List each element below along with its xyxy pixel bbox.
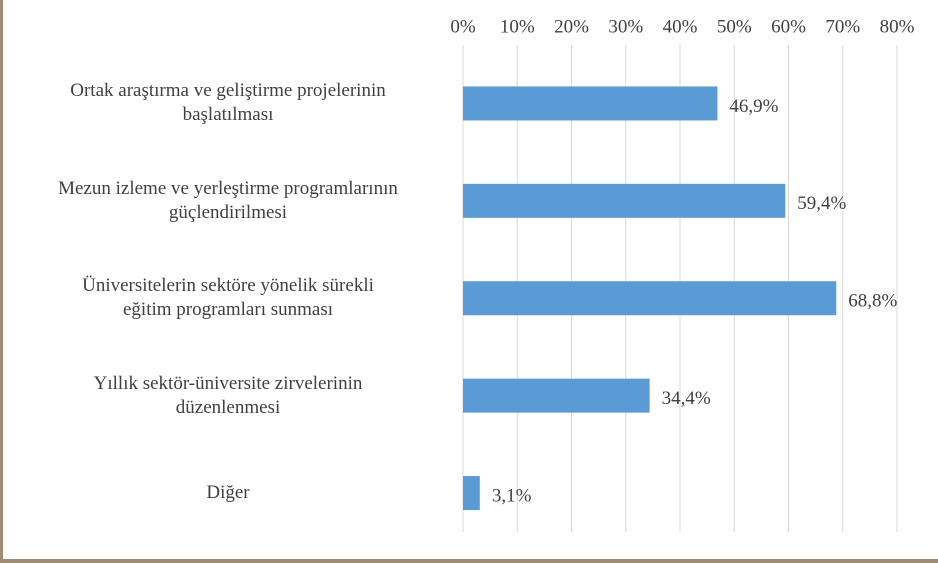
bar [463, 378, 650, 413]
left-border [0, 0, 3, 563]
bar [463, 476, 480, 511]
x-tick-label: 0% [450, 16, 476, 37]
value-label: 3,1% [492, 485, 532, 506]
bar [463, 281, 837, 316]
bar [463, 183, 786, 218]
x-tick-label: 40% [663, 16, 698, 37]
value-label: 34,4% [662, 388, 711, 409]
value-label: 68,8% [848, 291, 897, 312]
value-label: 59,4% [797, 193, 846, 214]
x-tick-label: 30% [608, 16, 643, 37]
x-tick-label: 80% [880, 16, 915, 37]
x-tick-label: 10% [500, 16, 535, 37]
y-tick-label: Yıllık sektör-üniversite zirvelerinin dü… [93, 372, 363, 418]
bar [463, 86, 718, 121]
x-tick-label: 70% [825, 16, 860, 37]
x-tick-label: 50% [717, 16, 752, 37]
bottom-border [0, 559, 938, 563]
y-tick-label: Diğer [206, 482, 250, 504]
x-tick-label: 60% [771, 16, 806, 37]
y-tick-label: Mezun izleme ve yerleştirme programların… [58, 177, 398, 223]
x-tick-label: 20% [554, 16, 589, 37]
y-tick-label: Üniversitelerin sektöre yönelik sürekli … [82, 275, 374, 321]
y-tick-label: Ortak araştırma ve geliştirme projelerin… [70, 80, 386, 126]
value-label: 46,9% [729, 96, 778, 117]
